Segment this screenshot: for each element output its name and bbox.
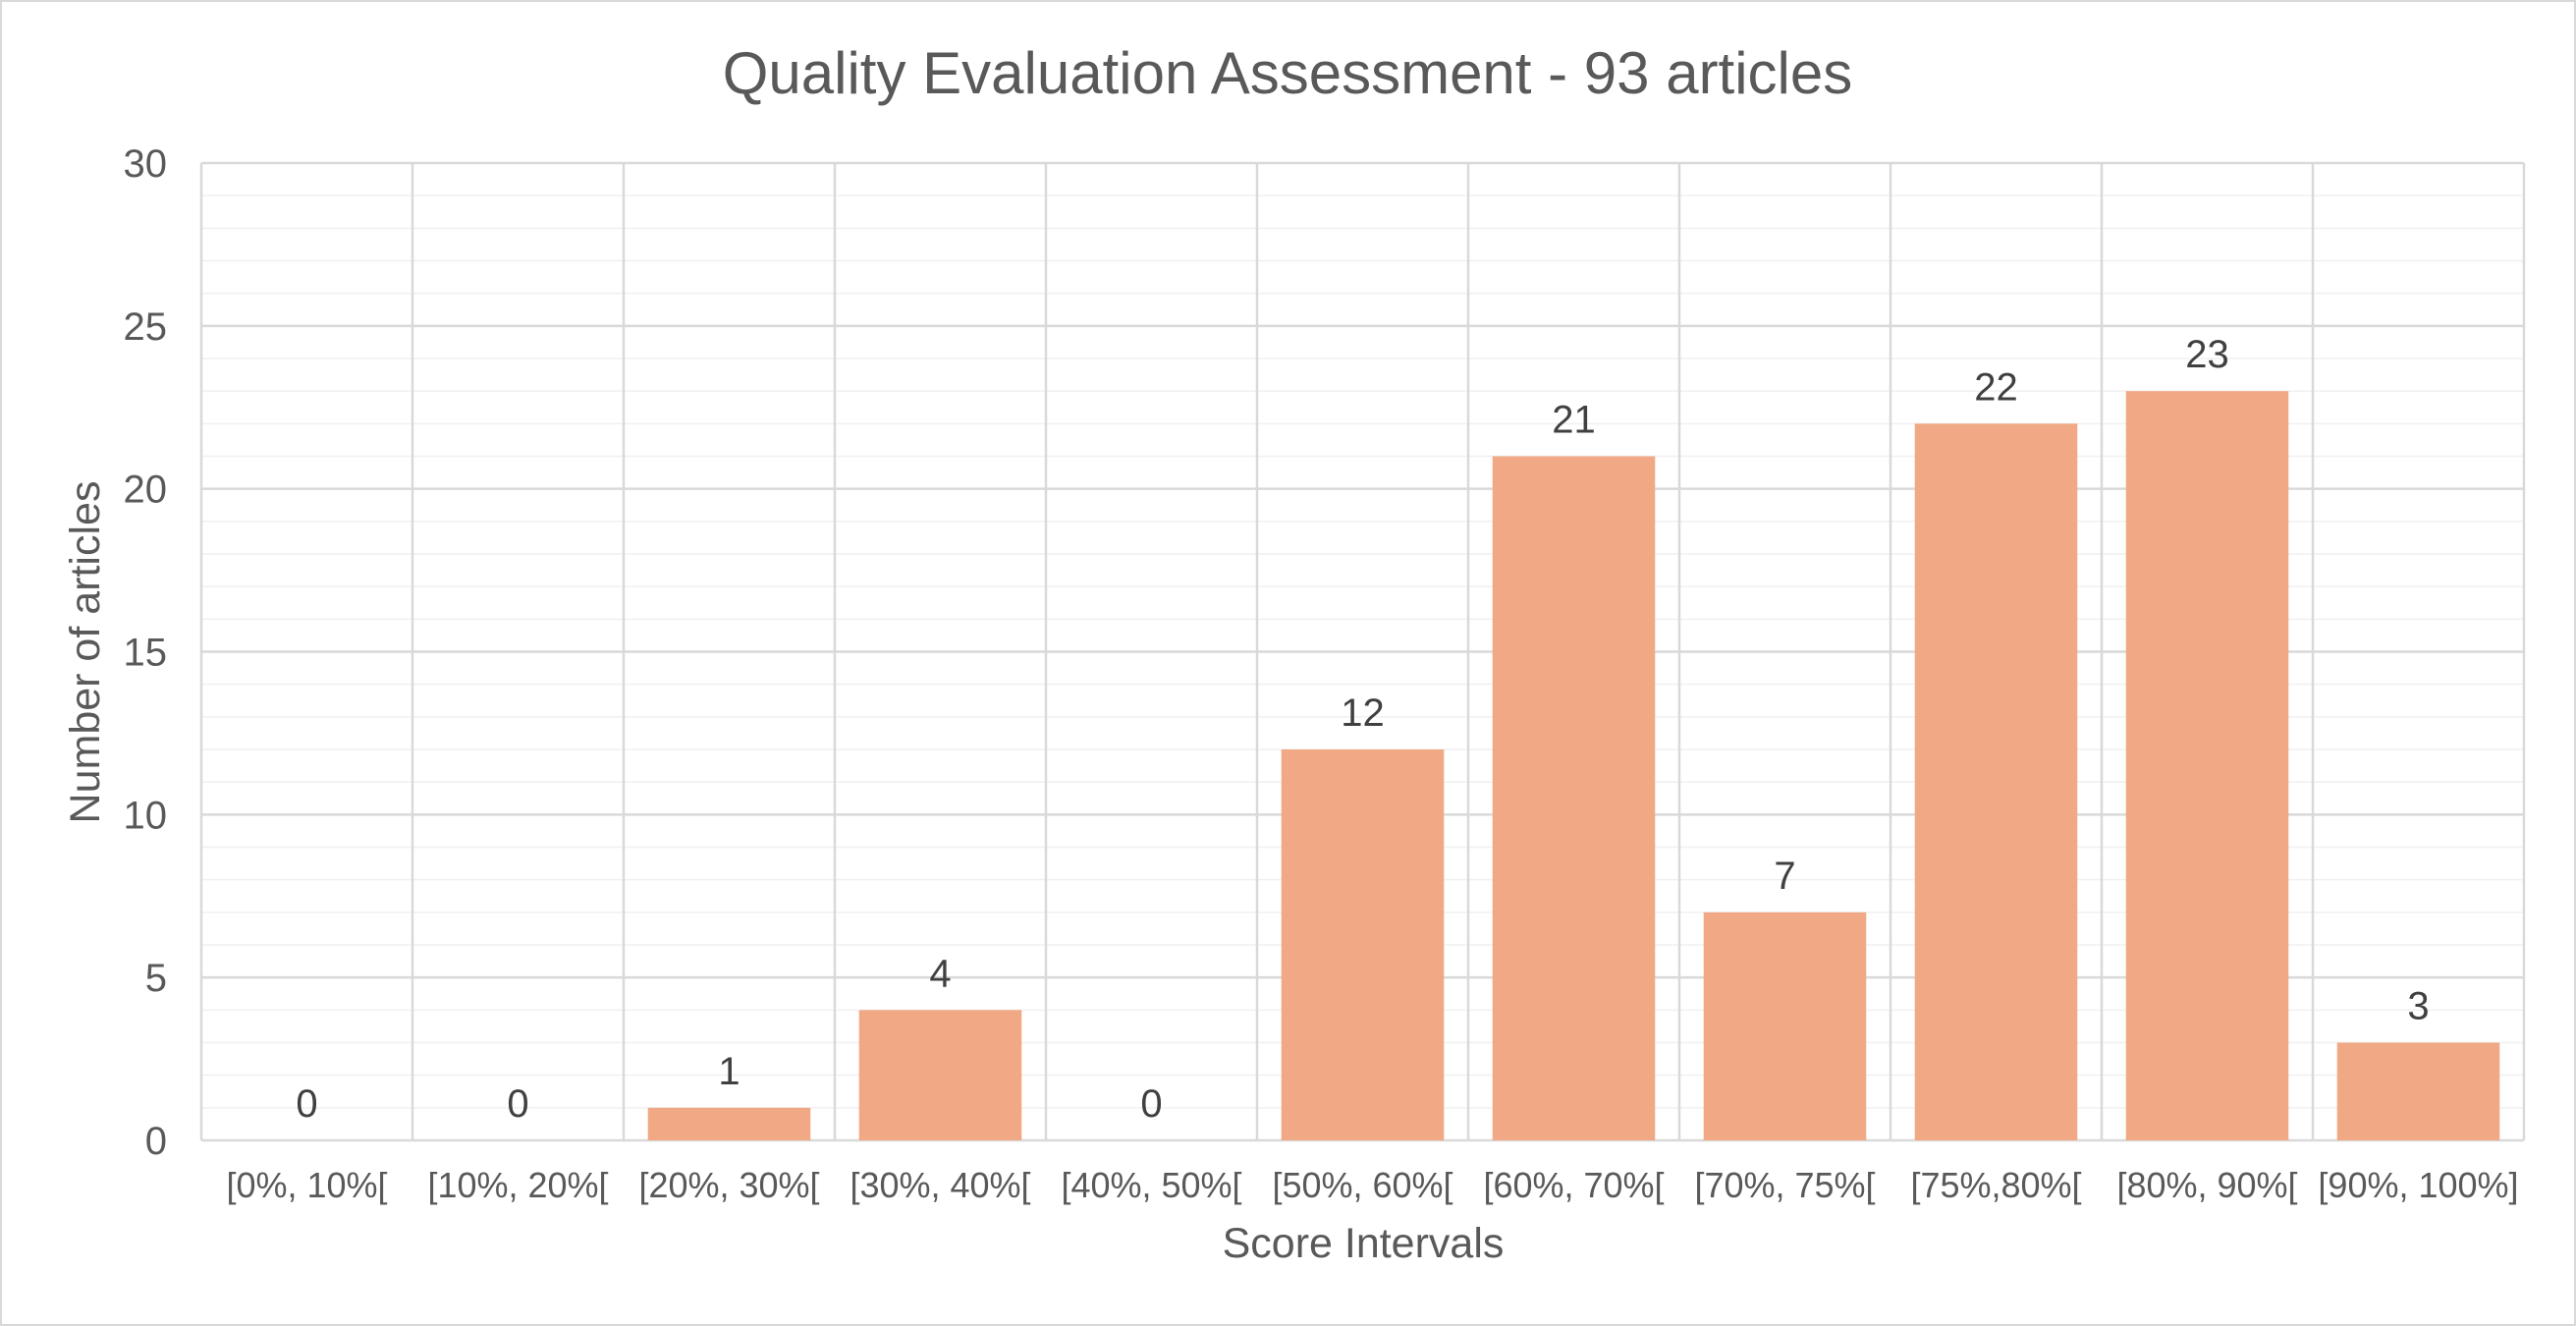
bar — [1492, 456, 1656, 1140]
bar — [2336, 1042, 2500, 1140]
y-tick-label: 20 — [124, 469, 168, 512]
x-tick-label: [80%, 90%[ — [2116, 1165, 2297, 1205]
y-tick-label: 5 — [145, 957, 167, 1000]
x-tick-label: [10%, 20%[ — [427, 1165, 608, 1205]
x-tick-label: [30%, 40%[ — [850, 1165, 1030, 1205]
bar — [858, 1010, 1022, 1140]
data-label: 0 — [1140, 1082, 1162, 1126]
x-axis-ticks: [0%, 10%[ [10%, 20%[ [20%, 30%[ [30%, 40%[ [… — [226, 1165, 2518, 1205]
x-tick-label: [70%, 75%[ — [1694, 1165, 1875, 1205]
data-label: 1 — [718, 1050, 740, 1093]
y-axis-ticks: 0 5 10 15 20 25 30 — [124, 142, 168, 1163]
data-label: 0 — [507, 1082, 528, 1126]
y-tick-label: 25 — [124, 305, 168, 349]
x-tick-label: [60%, 70%[ — [1483, 1165, 1664, 1205]
data-label: 23 — [2185, 333, 2229, 376]
x-tick-label: [20%, 30%[ — [638, 1165, 819, 1205]
x-tick-label: [75%,80%[ — [1910, 1165, 2081, 1205]
bar — [1703, 912, 1867, 1140]
bar — [1281, 749, 1445, 1140]
x-tick-label: [50%, 60%[ — [1272, 1165, 1452, 1205]
data-label: 4 — [929, 952, 951, 995]
data-label: 12 — [1341, 691, 1385, 735]
x-tick-label: [40%, 50%[ — [1061, 1165, 1241, 1205]
data-label: 22 — [1974, 365, 2018, 409]
data-label: 3 — [2407, 985, 2429, 1028]
data-labels: 0 0 1 4 0 12 21 7 22 23 3 — [296, 333, 2429, 1126]
bar — [647, 1107, 811, 1140]
data-label: 7 — [1774, 855, 1795, 898]
data-label: 0 — [296, 1082, 317, 1126]
chart-title: Quality Evaluation Assessment - 93 artic… — [723, 40, 1853, 106]
bars — [647, 391, 2500, 1141]
y-tick-label: 15 — [124, 632, 168, 675]
y-tick-label: 30 — [124, 142, 168, 186]
bar — [1914, 423, 2078, 1140]
x-tick-label: [0%, 10%[ — [226, 1165, 387, 1205]
data-label: 21 — [1552, 399, 1596, 442]
x-tick-label: [90%, 100%] — [2318, 1165, 2518, 1205]
y-axis-title: Number of articles — [62, 481, 109, 824]
y-tick-label: 0 — [145, 1120, 167, 1163]
bar — [2125, 391, 2289, 1141]
y-tick-label: 10 — [124, 794, 168, 837]
x-axis-title: Score Intervals — [1223, 1220, 1505, 1267]
